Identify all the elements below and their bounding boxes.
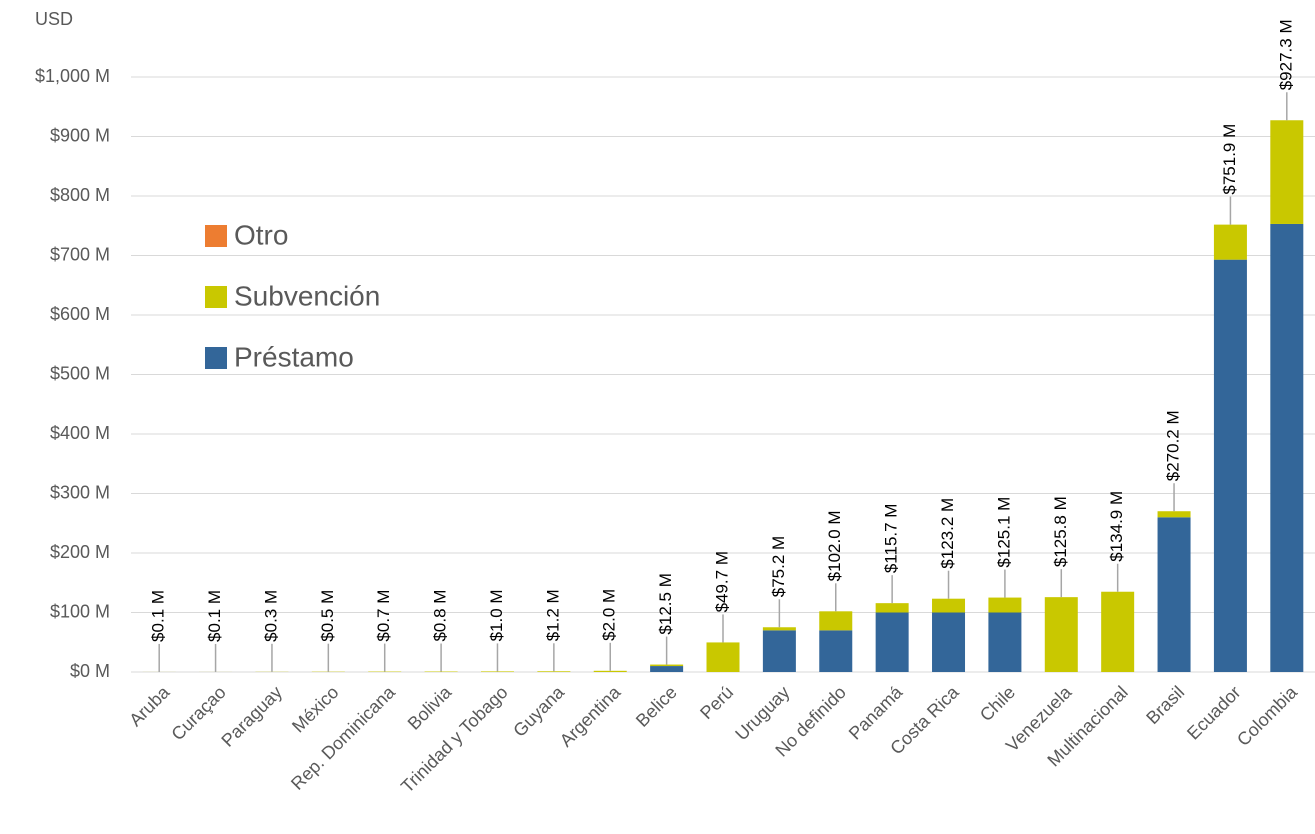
total-label: $927.3 M (1276, 19, 1295, 90)
x-tick-label: Belice (632, 682, 681, 731)
bar-segment (762, 627, 796, 631)
bar-segment (1213, 259, 1247, 672)
bar-segment (650, 666, 684, 672)
bar-segment (819, 630, 853, 672)
bar-segment (480, 671, 514, 672)
total-label: $1.0 M (487, 589, 506, 641)
total-label: $123.2 M (938, 498, 957, 569)
total-label: $2.0 M (600, 589, 619, 641)
total-label: $0.7 M (374, 590, 393, 642)
bar-segment (988, 597, 1022, 613)
bar-segment (819, 611, 853, 631)
legend-label: Préstamo (234, 341, 354, 372)
x-tick-label: Argentina (556, 681, 625, 750)
y-tick-label: $0 M (70, 661, 110, 681)
legend-label: Subvención (234, 280, 380, 311)
total-label: $0.5 M (318, 590, 337, 642)
total-label: $75.2 M (769, 536, 788, 597)
bar-segment (932, 612, 966, 672)
total-label: $125.8 M (1051, 496, 1070, 567)
y-tick-label: $300 M (50, 482, 110, 502)
total-label: $0.8 M (431, 590, 450, 642)
legend-swatch (205, 347, 227, 369)
bar-segment (1157, 511, 1191, 518)
bar-segment (932, 598, 966, 613)
bar-segment (1270, 120, 1304, 224)
y-tick-label: $1,000 M (35, 66, 110, 86)
y-tick-label: $900 M (50, 125, 110, 145)
y-axis-label: USD (35, 9, 73, 29)
bar-segment (706, 642, 740, 672)
total-label: $115.7 M (882, 504, 901, 574)
total-label: $49.7 M (712, 551, 731, 612)
bar-segment (650, 664, 684, 667)
total-label: $270.2 M (1164, 410, 1183, 481)
y-tick-label: $700 M (50, 244, 110, 264)
y-tick-label: $500 M (50, 363, 110, 383)
y-tick-label: $400 M (50, 423, 110, 443)
bar-segment (988, 612, 1022, 672)
bar-segment (1213, 224, 1247, 260)
total-label: $134.9 M (1107, 491, 1126, 562)
total-label: $751.9 M (1220, 124, 1239, 195)
legend-swatch (205, 286, 227, 308)
y-tick-label: $200 M (50, 542, 110, 562)
x-tick-label: México (288, 682, 342, 736)
bar-segment (762, 630, 796, 672)
legend-label: Otro (234, 219, 288, 250)
total-label: $102.0 M (825, 510, 844, 581)
x-tick-label: Bolivia (404, 681, 456, 733)
total-label: $125.1 M (994, 497, 1013, 568)
x-tick-label: Aruba (125, 681, 174, 730)
bar-segment (875, 612, 909, 672)
y-tick-label: $100 M (50, 601, 110, 621)
x-tick-label: Perú (696, 682, 737, 723)
x-tick-label: Rep. Dominicana (287, 681, 399, 793)
x-tick-label: Trinidad y Tobago (397, 682, 512, 797)
bar-segment (1157, 517, 1191, 672)
x-tick-label: Paraguay (218, 682, 287, 751)
bar-segment (1044, 597, 1078, 672)
bar-segment (593, 670, 627, 672)
total-label: $0.3 M (261, 590, 280, 642)
x-tick-label: Chile (976, 682, 1019, 725)
x-tick-label: Colombia (1233, 681, 1302, 750)
y-tick-label: $800 M (50, 185, 110, 205)
y-tick-label: $600 M (50, 304, 110, 324)
total-label: $1.2 M (543, 589, 562, 641)
bar-segment (875, 603, 909, 613)
bar-segment (537, 671, 571, 672)
legend-swatch (205, 225, 227, 247)
x-tick-label: Brasil (1142, 682, 1188, 728)
total-label: $0.1 M (205, 590, 224, 642)
total-label: $0.1 M (149, 590, 168, 642)
total-label: $12.5 M (656, 573, 675, 634)
bar-segment (1270, 223, 1304, 672)
bar-segment (1101, 591, 1135, 672)
